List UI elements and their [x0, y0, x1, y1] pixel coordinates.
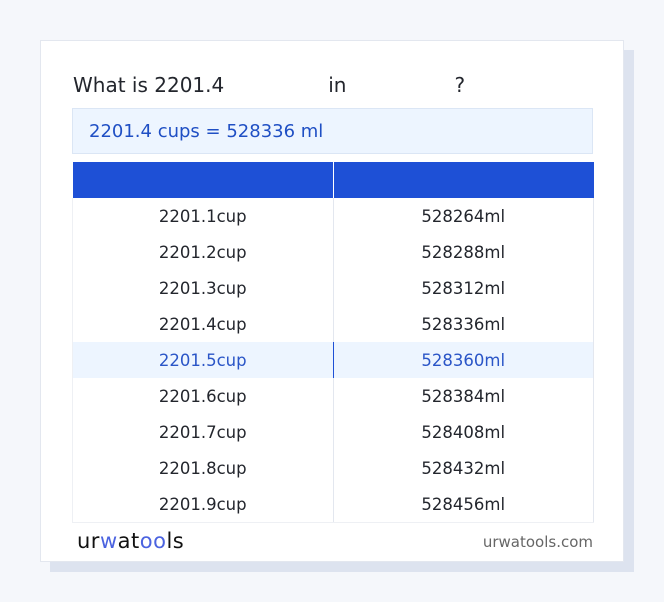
cup-cell: 2201.8cup: [72, 450, 334, 486]
ml-cell: 528360ml: [333, 342, 594, 378]
ml-cell: 528336ml: [333, 306, 594, 342]
table-row: 2201.1cup 528264ml: [72, 198, 594, 234]
conversion-table: 2201.1cup 528264ml 2201.2cup 528288ml 2201.3…: [72, 162, 594, 523]
ml-cell: 528432ml: [333, 450, 594, 486]
table-row: 2201.7cup 528408ml: [72, 414, 594, 450]
cup-cell: 2201.7cup: [72, 414, 334, 450]
cup-cell: 2201.1cup: [72, 198, 334, 234]
ml-cell: 528288ml: [333, 234, 594, 270]
ml-cell: 528264ml: [333, 198, 594, 234]
header-ml: [333, 162, 594, 198]
title-in: in: [328, 73, 347, 97]
result-box: 2201.4 cups = 528336 ml: [72, 108, 593, 154]
table-header: [72, 162, 594, 198]
title-question-mark: ?: [454, 73, 466, 97]
cup-cell: 2201.9cup: [72, 486, 334, 523]
header-cups: [72, 162, 334, 198]
ml-cell: 528384ml: [333, 378, 594, 414]
converter-card: What is 2201.4 in? 2201.4 cups = 528336 m…: [40, 40, 624, 562]
title-value: What is 2201.4: [73, 73, 225, 97]
ml-cell: 528312ml: [333, 270, 594, 306]
table-row: 2201.9cup 528456ml: [72, 486, 594, 523]
table-row: 2201.5cup 528360ml: [72, 342, 594, 378]
question-title: What is 2201.4 in?: [73, 73, 465, 97]
table-row: 2201.6cup 528384ml: [72, 378, 594, 414]
cup-cell: 2201.6cup: [72, 378, 334, 414]
ml-cell: 528408ml: [333, 414, 594, 450]
cup-cell: 2201.5cup: [72, 342, 334, 378]
table-row: 2201.8cup 528432ml: [72, 450, 594, 486]
table-row: 2201.4cup 528336ml: [72, 306, 594, 342]
table-row: 2201.2cup 528288ml: [72, 234, 594, 270]
cup-cell: 2201.3cup: [72, 270, 334, 306]
table-row: 2201.3cup 528312ml: [72, 270, 594, 306]
cup-cell: 2201.4cup: [72, 306, 334, 342]
cup-cell: 2201.2cup: [72, 234, 334, 270]
ml-cell: 528456ml: [333, 486, 594, 523]
site-link[interactable]: urwatools.com: [482, 533, 593, 551]
urwatools-logo[interactable]: urwatools: [77, 529, 185, 553]
